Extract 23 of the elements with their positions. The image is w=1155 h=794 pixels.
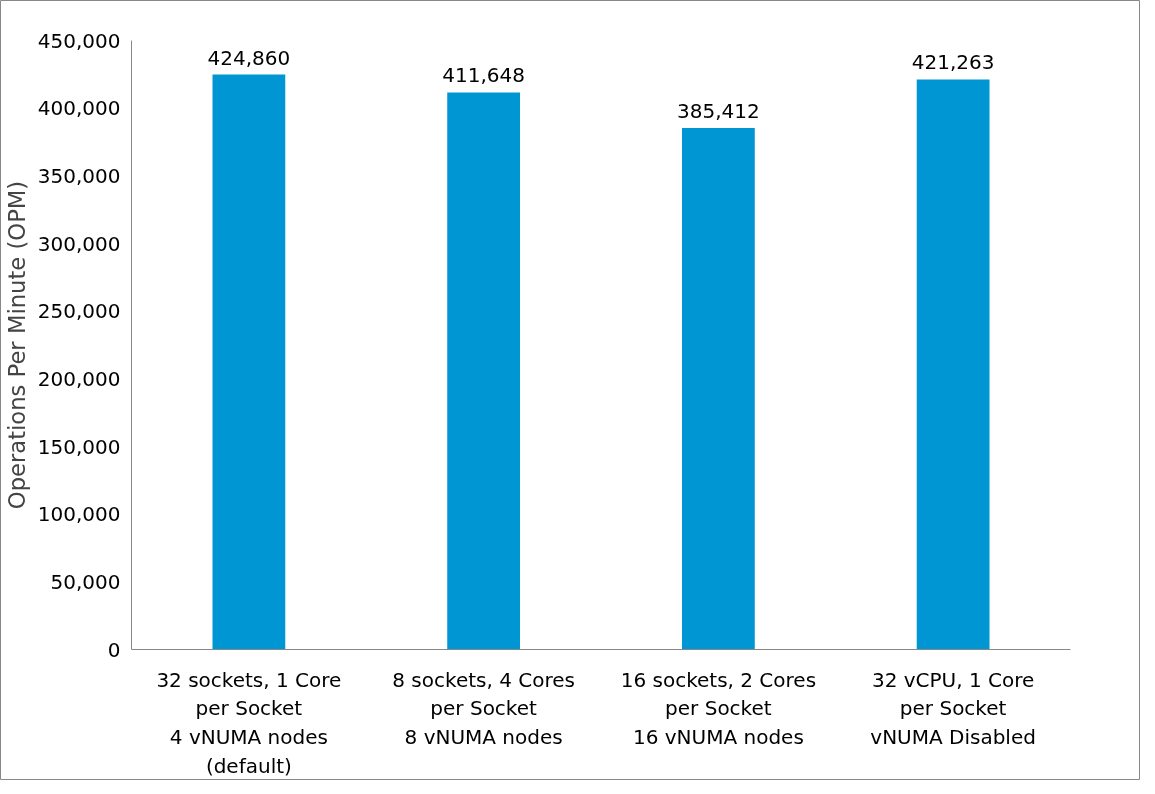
bar <box>681 127 755 650</box>
y-tick-label: 150,000 <box>37 434 121 459</box>
y-tick-label: 0 <box>107 637 121 662</box>
y-tick-label: 100,000 <box>37 502 121 527</box>
data-label: 411,648 <box>442 63 525 88</box>
y-tick-label: 400,000 <box>37 96 121 121</box>
y-tick-label: 300,000 <box>37 231 121 256</box>
y-tick-label: 250,000 <box>37 299 121 324</box>
y-tick-label: 50,000 <box>50 569 121 594</box>
data-label: 421,263 <box>911 50 995 75</box>
y-tick-label: 450,000 <box>37 28 121 53</box>
x-tick-label: 32 vCPU, 1 Core per Socket vNUMA Disabled <box>870 667 1036 750</box>
bar <box>447 92 521 650</box>
data-label: 385,412 <box>677 98 760 123</box>
x-tick-label: 16 sockets, 2 Cores per Socket 16 vNUMA nodes <box>620 667 817 750</box>
x-tick-label: 32 sockets, 1 Core per Socket 4 vNUMA nodes (default) <box>156 667 342 778</box>
bar <box>916 79 990 650</box>
data-label: 424,860 <box>207 45 291 70</box>
bar <box>212 74 286 650</box>
y-tick-label: 350,000 <box>37 163 121 188</box>
y-tick-label: 200,000 <box>37 366 121 391</box>
y-axis-title: Operations Per Minute (OPM) <box>3 180 30 510</box>
x-tick-label: 8 sockets, 4 Cores per Socket 8 vNUMA nodes <box>392 667 575 750</box>
